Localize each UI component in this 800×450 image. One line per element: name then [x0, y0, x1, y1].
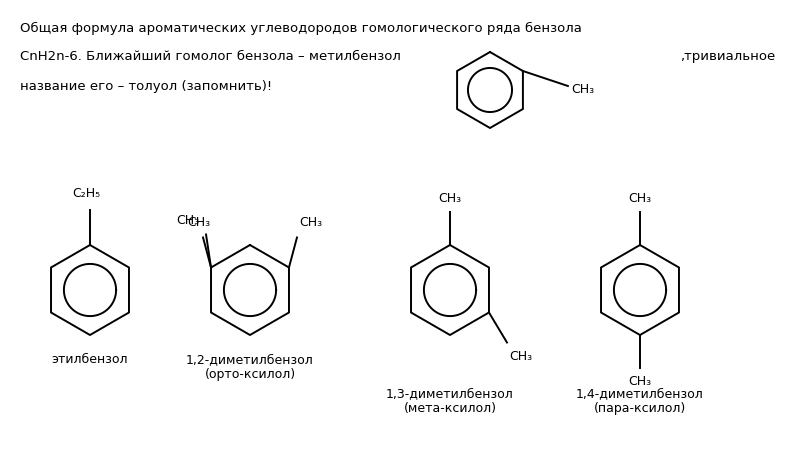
Text: CH₃: CH₃ — [176, 215, 199, 228]
Text: этилбензол: этилбензол — [52, 353, 128, 366]
Text: 1,3-диметилбензол
(мета-ксилол): 1,3-диметилбензол (мета-ксилол) — [386, 387, 514, 415]
Text: C₂H₅: C₂H₅ — [72, 187, 100, 200]
Text: CH₃: CH₃ — [571, 83, 594, 96]
Text: ,тривиальное: ,тривиальное — [680, 50, 775, 63]
Text: 1,2-диметилбензол
(орто-ксилол): 1,2-диметилбензол (орто-ксилол) — [186, 353, 314, 381]
Text: CH₃: CH₃ — [438, 192, 462, 205]
Text: CH₃: CH₃ — [299, 216, 322, 230]
Text: CH₃: CH₃ — [509, 351, 532, 364]
Text: CH₃: CH₃ — [187, 216, 210, 230]
Text: CnH2n-6. Ближайший гомолог бензола – метилбензол: CnH2n-6. Ближайший гомолог бензола – мет… — [20, 50, 401, 63]
Text: название его – толуол (запомнить)!: название его – толуол (запомнить)! — [20, 80, 272, 93]
Text: CH₃: CH₃ — [629, 192, 651, 205]
Text: 1,4-диметилбензол
(пара-ксилол): 1,4-диметилбензол (пара-ксилол) — [576, 387, 704, 415]
Text: Общая формула ароматических углеводородов гомологического ряда бензола: Общая формула ароматических углеводородо… — [20, 22, 582, 35]
Text: CH₃: CH₃ — [629, 375, 651, 388]
